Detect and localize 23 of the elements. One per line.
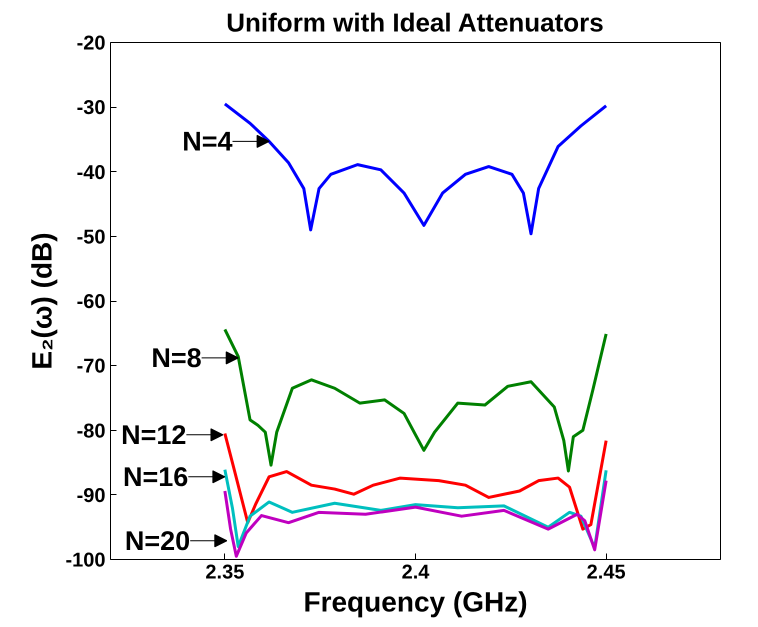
annotation: N=20 [124,526,190,556]
y-tick-label: -50 [76,226,106,248]
y-tick-label: -90 [76,484,106,507]
x-tick-label: 2.45 [586,562,626,584]
y-tick-label: -30 [76,97,106,120]
y-tick-label: -70 [76,356,106,378]
annotation: N=16 [122,462,188,492]
y-axis-title: E₂(ω) (dB) [26,232,58,370]
y-tick-label: -60 [76,291,106,313]
line-series [223,479,608,558]
y-tick-label: -40 [76,162,106,184]
x-tick-label: 2.4 [402,562,430,584]
y-tick-label: -20 [76,32,106,54]
annotation: N=8 [151,342,202,373]
y-tick-label: -80 [76,420,106,442]
chart-title: Uniform with Ideal Attenuators [226,8,604,38]
annotation: N=12 [121,420,186,450]
line-series [223,328,608,472]
x-tick-label: 2.35 [205,562,244,584]
line-series [223,432,608,531]
annotation: N=4 [182,126,233,156]
y-tick-label: -100 [65,550,106,572]
x-axis-title: Frequency (GHz) [303,586,528,618]
